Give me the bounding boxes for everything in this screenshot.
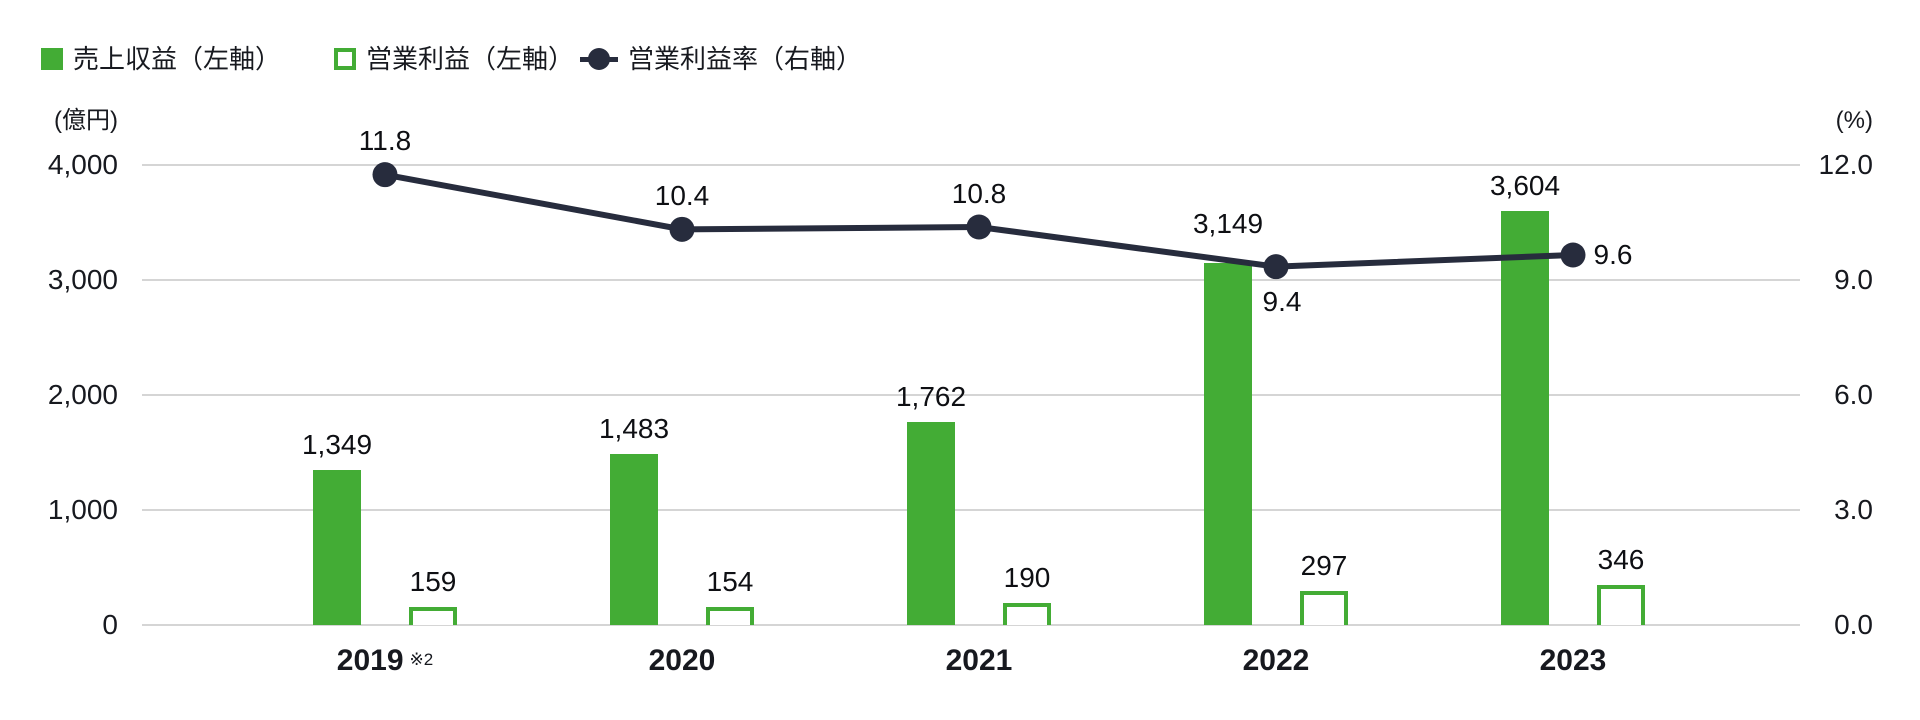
line-point-2021 (966, 214, 992, 240)
profit-bar-2020 (706, 607, 754, 625)
profit-bar-2022 (1300, 590, 1348, 625)
line-value-label: 10.4 (654, 179, 710, 211)
bar-value-label: 190 (1003, 562, 1051, 594)
bar-value-label: 297 (1300, 549, 1348, 581)
legend-label: 売上収益（左軸） (73, 44, 282, 74)
profit-bar-2023 (1597, 585, 1645, 625)
line-value-label: 9.6 (1593, 239, 1633, 270)
x-axis-label-2023: 2023 (1539, 644, 1607, 677)
bar-value-label: 1,349 (301, 428, 373, 460)
profit-bar-2021 (1003, 603, 1051, 625)
outlined-square-icon (334, 48, 356, 70)
gridline (142, 164, 1800, 166)
bar-value-label: 1,762 (895, 381, 967, 413)
gridline (142, 509, 1800, 511)
gridline (142, 624, 1800, 626)
bar-value-label: 159 (409, 565, 457, 597)
gridline (142, 279, 1800, 281)
x-axis-label-2020: 2020 (648, 644, 716, 677)
legend-item-revenue: 売上収益（左軸） (41, 44, 281, 74)
legend-label: 営業利益率（右軸） (628, 44, 863, 74)
line-point-2023 (1560, 242, 1586, 268)
left-axis-unit: (億円) (54, 107, 118, 134)
x-axis-label-2021: 2021 (945, 644, 1013, 677)
legend-label: 営業利益（左軸） (366, 44, 575, 74)
right-axis-tick: 3.0 (1834, 494, 1873, 525)
line-dot-icon (580, 48, 618, 70)
line-value-label: 10.8 (951, 177, 1007, 209)
bar-value-label: 346 (1597, 544, 1645, 576)
bar-value-label: 154 (706, 566, 754, 598)
bar-value-label: 3,149 (1192, 207, 1264, 239)
right-axis-tick: 0.0 (1834, 609, 1873, 640)
left-axis-tick: 0 (102, 609, 118, 640)
footnote-marker: ※2 (409, 650, 434, 669)
revenue-bar-2023 (1501, 210, 1549, 625)
revenue-bar-2022 (1204, 262, 1252, 625)
right-axis-tick: 6.0 (1834, 379, 1873, 410)
revenue-bar-2019 (313, 469, 361, 625)
bar-value-label: 3,604 (1489, 169, 1561, 201)
bar-value-label: 1,483 (598, 413, 670, 445)
revenue-bar-2020 (610, 454, 658, 625)
left-axis-tick: 1,000 (47, 494, 118, 525)
line-point-2022 (1263, 254, 1289, 280)
revenue-bar-2021 (907, 422, 955, 625)
x-axis-label-2022: 2022 (1242, 644, 1310, 677)
left-axis-tick: 2,000 (47, 379, 118, 410)
line-point-2020 (669, 216, 695, 242)
right-axis-tick: 12.0 (1818, 149, 1874, 180)
line-value-label: 9.4 (1262, 286, 1302, 318)
gridline (142, 394, 1800, 396)
x-axis-label-2019: 2019 ※2 (336, 644, 434, 677)
right-axis-unit: (%) (1835, 107, 1873, 134)
legend-item-operating-margin: 営業利益率（右軸） (580, 44, 862, 74)
legend-item-operating-profit: 営業利益（左軸） (334, 44, 574, 74)
left-axis-tick: 3,000 (47, 264, 118, 295)
filled-square-icon (41, 48, 63, 70)
line-point-2019 (372, 162, 398, 188)
left-axis-tick: 4,000 (47, 149, 118, 180)
right-axis-tick: 9.0 (1834, 264, 1873, 295)
line-value-label: 11.8 (358, 125, 412, 157)
profit-bar-2019 (409, 606, 457, 625)
